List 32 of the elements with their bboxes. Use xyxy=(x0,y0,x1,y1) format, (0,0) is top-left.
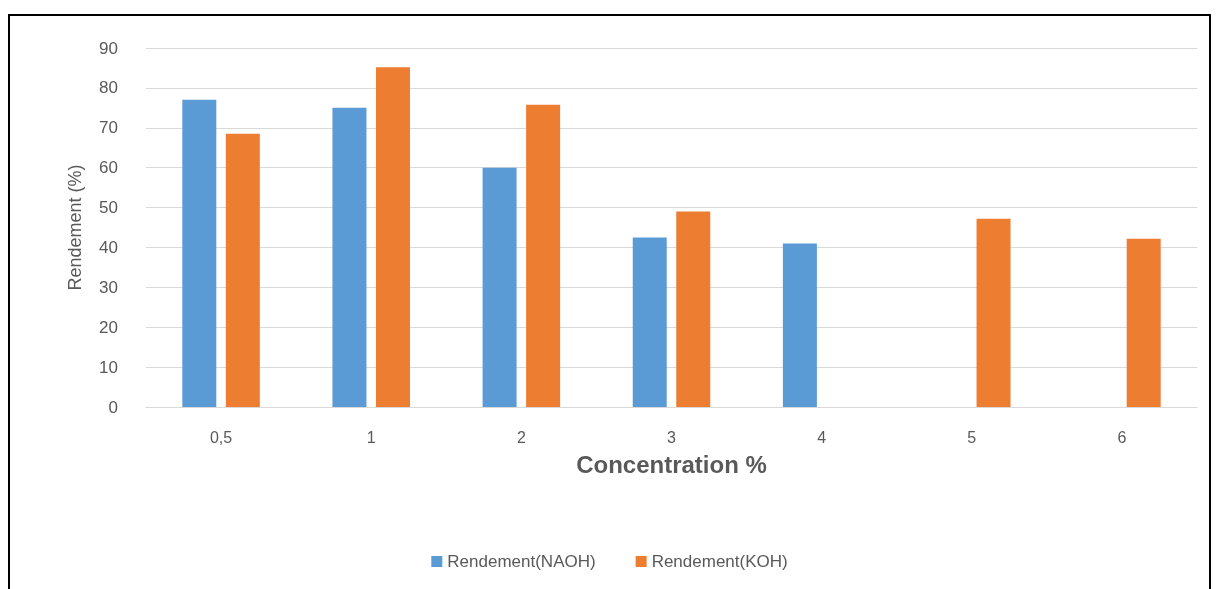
x-axis-title: Concentration % xyxy=(576,450,767,478)
bar xyxy=(1126,238,1161,407)
y-tick-label: 30 xyxy=(99,277,118,297)
bar xyxy=(976,218,1011,407)
bar xyxy=(332,107,367,407)
bar xyxy=(225,133,260,407)
x-tick-label: 5 xyxy=(967,428,977,446)
y-tick-label: 50 xyxy=(99,198,118,218)
y-tick-label: 10 xyxy=(99,357,118,377)
y-tick-label: 20 xyxy=(99,317,118,337)
bar xyxy=(482,167,517,407)
bar xyxy=(375,67,410,407)
y-tick-label: 90 xyxy=(99,38,118,58)
bar xyxy=(526,104,561,407)
y-tick-label: 40 xyxy=(99,237,118,257)
x-tick-label: 2 xyxy=(516,428,526,446)
x-tick-label: 0,5 xyxy=(209,428,233,446)
x-tick-label: 4 xyxy=(817,428,827,446)
y-tick-label: 80 xyxy=(99,78,118,98)
x-tick-label: 1 xyxy=(366,428,376,446)
y-tick-label: 60 xyxy=(99,158,118,178)
legend-label: Rendement(KOH) xyxy=(651,552,788,571)
bar xyxy=(182,99,217,407)
y-tick-label: 0 xyxy=(108,397,118,417)
y-tick-label: 70 xyxy=(99,118,118,138)
bar xyxy=(782,243,817,407)
y-axis-title: Rendement (%) xyxy=(65,164,85,291)
bar xyxy=(676,211,711,407)
legend-label: Rendement(NAOH) xyxy=(447,552,596,571)
bar xyxy=(632,237,667,407)
x-tick-label: 6 xyxy=(1117,428,1127,446)
x-tick-label: 3 xyxy=(667,428,677,446)
